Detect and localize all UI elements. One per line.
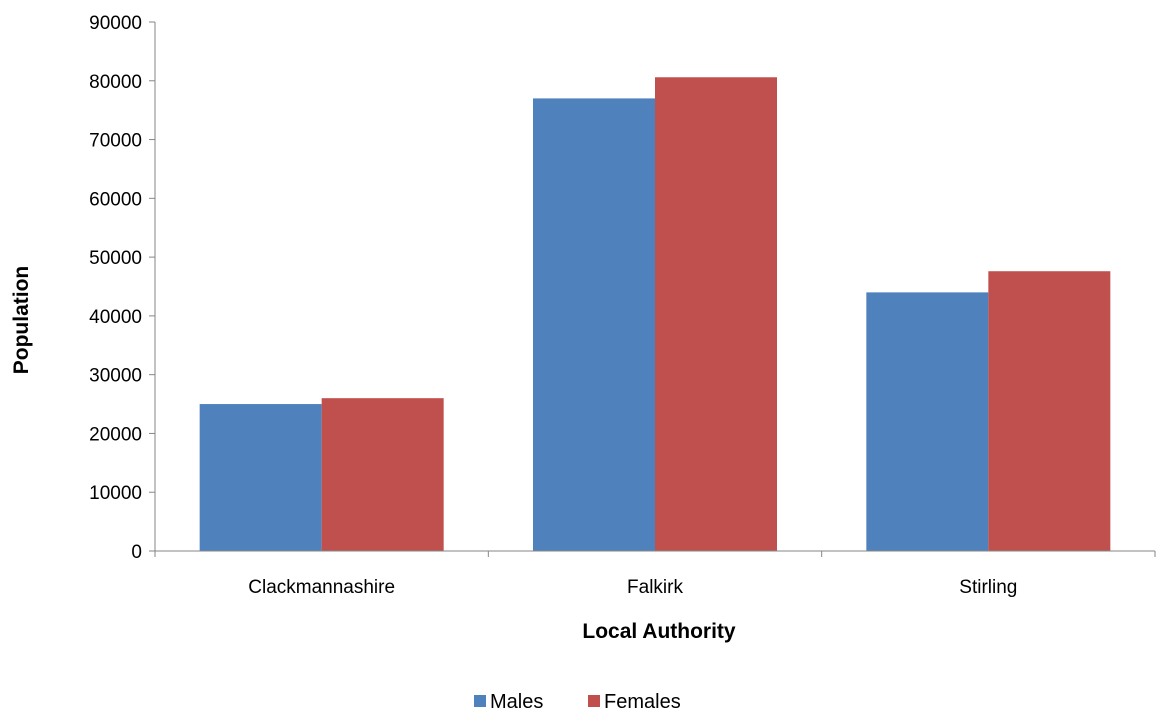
y-tick-label: 0 <box>131 542 142 563</box>
axes <box>154 22 1155 552</box>
bar-females-stirling <box>988 271 1111 551</box>
bar-males-stirling <box>866 292 989 551</box>
y-tick-label: 40000 <box>89 307 142 328</box>
bar-females-falkirk <box>655 77 777 552</box>
x-axis-title: Local Authority <box>582 620 736 643</box>
y-tick-label: 10000 <box>89 483 142 504</box>
legend: Males Females <box>474 691 681 713</box>
y-tick-label: 90000 <box>89 13 142 34</box>
bar-males-clackmannashire <box>199 404 322 551</box>
y-axis-title: Population <box>10 266 33 375</box>
y-tick-label: 70000 <box>89 131 142 152</box>
x-category-label: Falkirk <box>627 577 683 598</box>
y-tick-label: 20000 <box>89 424 142 445</box>
y-tick-label: 50000 <box>89 248 142 269</box>
legend-swatch-males <box>474 695 486 707</box>
bars <box>199 77 1111 552</box>
legend-swatch-females <box>588 695 600 707</box>
x-category-label: Clackmannashire <box>248 577 395 598</box>
y-tick-label: 30000 <box>89 366 142 387</box>
bar-males-falkirk <box>533 98 655 552</box>
bar-females-clackmannashire <box>321 398 444 551</box>
x-category-label: Stirling <box>959 577 1017 598</box>
y-axis-ticks: 0 10000 20000 30000 40000 50000 60000 70000 8000… <box>89 13 155 563</box>
y-tick-label: 60000 <box>89 189 142 210</box>
x-axis-ticks: Clackmannashire Falkirk Stirling <box>154 551 1156 598</box>
legend-label-females: Females <box>604 691 681 713</box>
y-tick-label: 80000 <box>89 72 142 93</box>
legend-label-males: Males <box>490 691 543 713</box>
